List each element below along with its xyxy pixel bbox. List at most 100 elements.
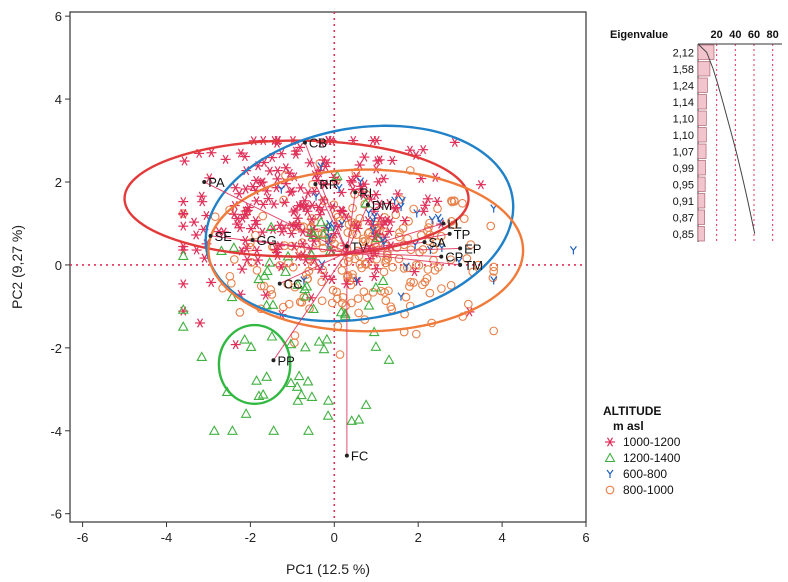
legend-marker-Y-icon [606,469,614,478]
data-point-asterisk [399,215,410,226]
variable-vector-ri: RI [346,185,372,253]
data-point-triangle [267,299,279,309]
data-point-Y [371,212,378,221]
eigen-bar [697,226,705,242]
data-point-asterisk [240,209,251,220]
data-point-circle [425,218,434,228]
data-point-asterisk [286,186,297,196]
variable-label: LL [447,216,461,231]
data-point-asterisk [605,437,615,447]
data-point-triangle [196,351,208,362]
data-point-asterisk [257,227,268,237]
data-point-circle [379,267,389,277]
data-point-asterisk [242,255,253,265]
eigenvalue-bars: 20 40 60 80 2,12 1,58 1,24 1,14 1,10 1,10 1,07 0,99… [673,29,782,242]
data-point-asterisk [230,339,241,350]
eigen-bar [697,193,706,209]
data-point-circle [288,262,298,272]
data-point-circle [354,308,363,318]
x-tick-label: -4 [161,530,173,545]
data-point-asterisk [351,171,362,181]
eigen-bar [697,209,705,225]
eigen-value-label: 0,91 [673,196,694,208]
eigen-value-label: 0,85 [673,229,694,241]
cumulative-curve [697,43,756,234]
data-point-asterisk [272,165,283,176]
data-point-triangle [313,335,325,346]
data-point-circle [432,238,442,247]
data-point-Y [277,185,285,194]
variable-label: RR [319,177,338,192]
data-point-circle [226,278,236,288]
variable-vector-fc: FC [344,252,368,464]
data-point-Y [569,246,577,255]
eigen-bar [697,143,707,159]
data-point-circle [343,228,353,237]
data-point-circle [446,280,456,290]
variable-label: FC [351,449,368,464]
data-point-asterisk [392,189,403,199]
data-point-triangle [285,338,297,349]
data-point-Y [338,219,346,229]
data-point-triangle [299,341,311,352]
data-point-circle [422,273,432,283]
data-point-Y [369,226,377,235]
legend-marker-triangle-icon [604,452,616,463]
plot-frame [69,11,587,523]
data-point-triangle [308,303,319,314]
data-point-triangle [293,370,305,381]
data-point-triangle [360,399,372,409]
data-point-circle [317,277,327,287]
data-point-triangle [303,425,314,435]
data-point-circle [343,257,353,266]
data-point-triangle [370,341,382,351]
data-point-asterisk [257,177,268,187]
data-point-asterisk [285,187,296,197]
data-point-triangle [266,330,278,341]
eigen-value-label: 0,99 [673,163,694,175]
data-point-triangle [261,371,273,381]
data-point-circle [317,229,327,238]
data-point-triangle [315,216,327,227]
data-point-asterisk [218,227,229,237]
variable-vector-rr: RR [313,177,348,253]
data-point-asterisk [280,163,291,173]
variable-label: PP [277,353,294,368]
data-point-circle [318,243,328,253]
data-point-circle [447,196,456,206]
variable-vector-cb: CB [302,136,348,253]
variable-label: PA [208,175,225,190]
data-point-asterisk [369,271,380,282]
legend-title: ALTITUDE [603,404,662,418]
data-point-Y [402,262,410,271]
data-point-triangle [306,391,318,401]
data-point-circle [489,266,499,276]
data-point-Y [330,223,338,232]
data-point-asterisk [316,138,327,148]
eigenvalue-panel: Eigenvalue 20 40 60 80 2,12 1,58 1,24 1,14 1,10 1… [610,29,782,242]
data-point-asterisk [251,175,262,185]
data-point-asterisk [318,155,329,165]
data-point-circle [383,254,392,264]
data-point-circle [284,299,294,309]
data-point-asterisk [372,156,383,166]
data-point-asterisk [286,228,297,239]
variable-label: CC [284,277,303,292]
data-point-asterisk [178,221,189,231]
data-point-triangle [299,283,311,294]
variable-label: RI [359,185,372,200]
data-point-circle [266,285,276,295]
eigen-tick-label: 20 [711,29,723,41]
data-point-asterisk [377,220,388,230]
data-point-asterisk [237,264,248,274]
data-point-circle [409,204,419,214]
data-point-triangle [292,395,304,405]
data-point-asterisk [365,194,376,204]
data-point-Y [397,202,405,212]
data-point-asterisk [320,161,331,172]
data-point-asterisk [337,206,348,217]
data-point-circle [358,234,368,244]
data-point-circle [463,299,473,309]
eigen-bar [697,77,708,93]
data-point-triangle [258,270,270,280]
